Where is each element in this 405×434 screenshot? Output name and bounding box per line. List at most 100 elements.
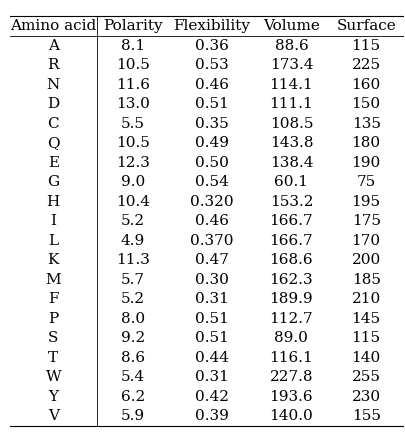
Text: 10.4: 10.4 (116, 195, 150, 209)
Text: 0.370: 0.370 (190, 234, 233, 248)
Text: H: H (47, 195, 60, 209)
Text: 12.3: 12.3 (116, 156, 150, 170)
Text: 89.0: 89.0 (275, 331, 308, 345)
Text: 0.51: 0.51 (195, 312, 229, 326)
Text: V: V (48, 409, 59, 424)
Text: S: S (48, 331, 58, 345)
Text: 112.7: 112.7 (270, 312, 313, 326)
Text: 5.7: 5.7 (121, 273, 145, 287)
Text: 0.31: 0.31 (195, 370, 229, 385)
Text: 5.5: 5.5 (121, 117, 145, 131)
Text: 0.44: 0.44 (195, 351, 229, 365)
Text: Q: Q (47, 136, 60, 150)
Text: M: M (45, 273, 61, 287)
Text: 166.7: 166.7 (270, 214, 313, 228)
Text: 0.46: 0.46 (195, 78, 229, 92)
Text: Volume: Volume (263, 19, 320, 33)
Text: 145: 145 (352, 312, 381, 326)
Text: 160: 160 (352, 78, 381, 92)
Text: 140: 140 (352, 351, 381, 365)
Text: 0.51: 0.51 (195, 331, 229, 345)
Text: 5.2: 5.2 (121, 214, 145, 228)
Text: 114.1: 114.1 (269, 78, 313, 92)
Text: A: A (48, 39, 59, 53)
Text: 0.320: 0.320 (190, 195, 234, 209)
Text: 155: 155 (352, 409, 381, 424)
Text: 0.31: 0.31 (195, 293, 229, 306)
Text: 150: 150 (352, 97, 381, 111)
Text: 0.49: 0.49 (195, 136, 229, 150)
Text: 168.6: 168.6 (270, 253, 313, 267)
Text: 170: 170 (352, 234, 381, 248)
Text: 195: 195 (352, 195, 381, 209)
Text: Amino acid: Amino acid (10, 19, 96, 33)
Text: 210: 210 (352, 293, 381, 306)
Text: 140.0: 140.0 (269, 409, 313, 424)
Text: 180: 180 (352, 136, 381, 150)
Text: 9.2: 9.2 (121, 331, 145, 345)
Text: 8.6: 8.6 (121, 351, 145, 365)
Text: 0.39: 0.39 (195, 409, 229, 424)
Text: 225: 225 (352, 58, 381, 72)
Text: 255: 255 (352, 370, 381, 385)
Text: 10.5: 10.5 (116, 58, 150, 72)
Text: 9.0: 9.0 (121, 175, 145, 189)
Text: 8.0: 8.0 (121, 312, 145, 326)
Text: C: C (47, 117, 59, 131)
Text: 115: 115 (352, 39, 381, 53)
Text: 0.53: 0.53 (195, 58, 228, 72)
Text: 227.8: 227.8 (270, 370, 313, 385)
Text: 115: 115 (352, 331, 381, 345)
Text: 230: 230 (352, 390, 381, 404)
Text: 0.30: 0.30 (195, 273, 229, 287)
Text: 0.35: 0.35 (195, 117, 228, 131)
Text: P: P (48, 312, 58, 326)
Text: Surface: Surface (336, 19, 396, 33)
Text: 116.1: 116.1 (269, 351, 313, 365)
Text: 185: 185 (352, 273, 381, 287)
Text: 0.54: 0.54 (195, 175, 229, 189)
Text: 111.1: 111.1 (269, 97, 313, 111)
Text: 0.42: 0.42 (195, 390, 229, 404)
Text: E: E (48, 156, 59, 170)
Text: 108.5: 108.5 (270, 117, 313, 131)
Text: 5.4: 5.4 (121, 370, 145, 385)
Text: 10.5: 10.5 (116, 136, 150, 150)
Text: 190: 190 (352, 156, 381, 170)
Text: 5.2: 5.2 (121, 293, 145, 306)
Text: 60.1: 60.1 (275, 175, 308, 189)
Text: Polarity: Polarity (103, 19, 163, 33)
Text: L: L (48, 234, 58, 248)
Text: 8.1: 8.1 (121, 39, 145, 53)
Text: 6.2: 6.2 (121, 390, 145, 404)
Text: 153.2: 153.2 (270, 195, 313, 209)
Text: 193.6: 193.6 (270, 390, 313, 404)
Text: D: D (47, 97, 60, 111)
Text: 11.3: 11.3 (116, 253, 150, 267)
Text: 88.6: 88.6 (275, 39, 308, 53)
Text: 0.46: 0.46 (195, 214, 229, 228)
Text: 138.4: 138.4 (270, 156, 313, 170)
Text: I: I (50, 214, 56, 228)
Text: 4.9: 4.9 (121, 234, 145, 248)
Text: 166.7: 166.7 (270, 234, 313, 248)
Text: 0.50: 0.50 (195, 156, 229, 170)
Text: 173.4: 173.4 (270, 58, 313, 72)
Text: Flexibility: Flexibility (173, 19, 250, 33)
Text: N: N (47, 78, 60, 92)
Text: 143.8: 143.8 (270, 136, 313, 150)
Text: 175: 175 (352, 214, 381, 228)
Text: G: G (47, 175, 60, 189)
Text: 13.0: 13.0 (116, 97, 150, 111)
Text: Y: Y (48, 390, 58, 404)
Text: K: K (48, 253, 59, 267)
Text: 189.9: 189.9 (270, 293, 313, 306)
Text: 200: 200 (352, 253, 381, 267)
Text: 75: 75 (356, 175, 376, 189)
Text: 0.36: 0.36 (195, 39, 229, 53)
Text: 162.3: 162.3 (270, 273, 313, 287)
Text: 5.9: 5.9 (121, 409, 145, 424)
Text: W: W (45, 370, 61, 385)
Text: 11.6: 11.6 (116, 78, 150, 92)
Text: 0.51: 0.51 (195, 97, 229, 111)
